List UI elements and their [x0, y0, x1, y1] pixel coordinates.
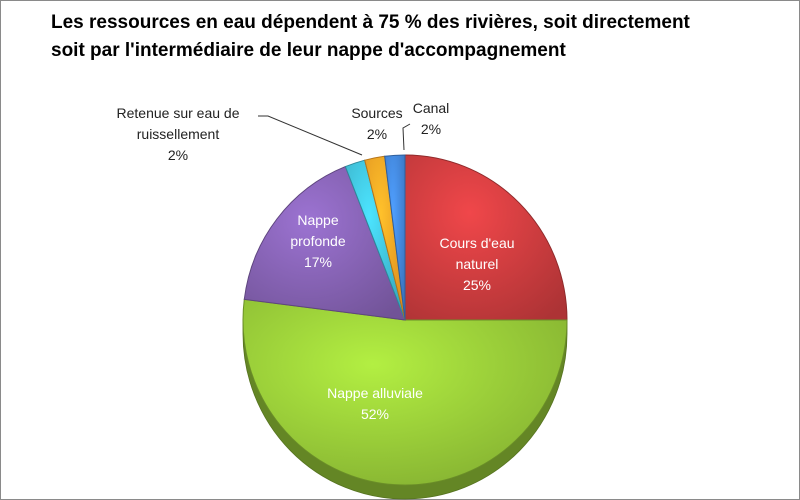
slice-name-label: ruissellement: [137, 126, 220, 142]
slice-name-label: naturel: [456, 256, 499, 272]
slice-label: Retenue sur eau de ruissellement 2%: [117, 105, 240, 163]
slice-name-label: Cours d'eau: [439, 235, 514, 251]
pie-slice: [404, 154, 568, 321]
slice-value-label: 52%: [361, 406, 389, 422]
chart-title: Les ressources en eau dépendent à 75 % d…: [51, 9, 771, 65]
chart-title-line-2: soit par l'intermédiaire de leur nappe d…: [51, 40, 566, 61]
slice-value-label: 17%: [304, 254, 332, 270]
pie-slice: [384, 154, 406, 321]
slice-label: Nappe profonde 17%: [290, 212, 345, 270]
pie-slice: [242, 298, 568, 486]
leader-line: [402, 123, 411, 151]
slice-value-label: 2%: [168, 147, 188, 163]
slice-label: Sources 2%: [351, 105, 402, 142]
slice-name-label: Sources: [351, 105, 402, 121]
slice-value-label: 25%: [463, 277, 491, 293]
slice-name-label: profonde: [290, 233, 345, 249]
slice-label: Cours d'eau naturel 25%: [439, 235, 514, 293]
leader-line: [258, 115, 363, 156]
pie-slice: [243, 165, 406, 321]
slice-value-label: 2%: [367, 126, 387, 142]
slice-label: Nappe alluviale 52%: [327, 385, 423, 422]
slice-name-label: Nappe: [297, 212, 338, 228]
chart-title-line-1: Les ressources en eau dépendent à 75 % d…: [51, 12, 690, 33]
slice-label: Canal 2%: [413, 100, 450, 137]
slice-value-label: 2%: [421, 121, 441, 137]
slice-name-label: Retenue sur eau de: [117, 105, 240, 121]
slice-name-label: Canal: [413, 100, 450, 116]
slice-name-label: Nappe alluviale: [327, 385, 423, 401]
